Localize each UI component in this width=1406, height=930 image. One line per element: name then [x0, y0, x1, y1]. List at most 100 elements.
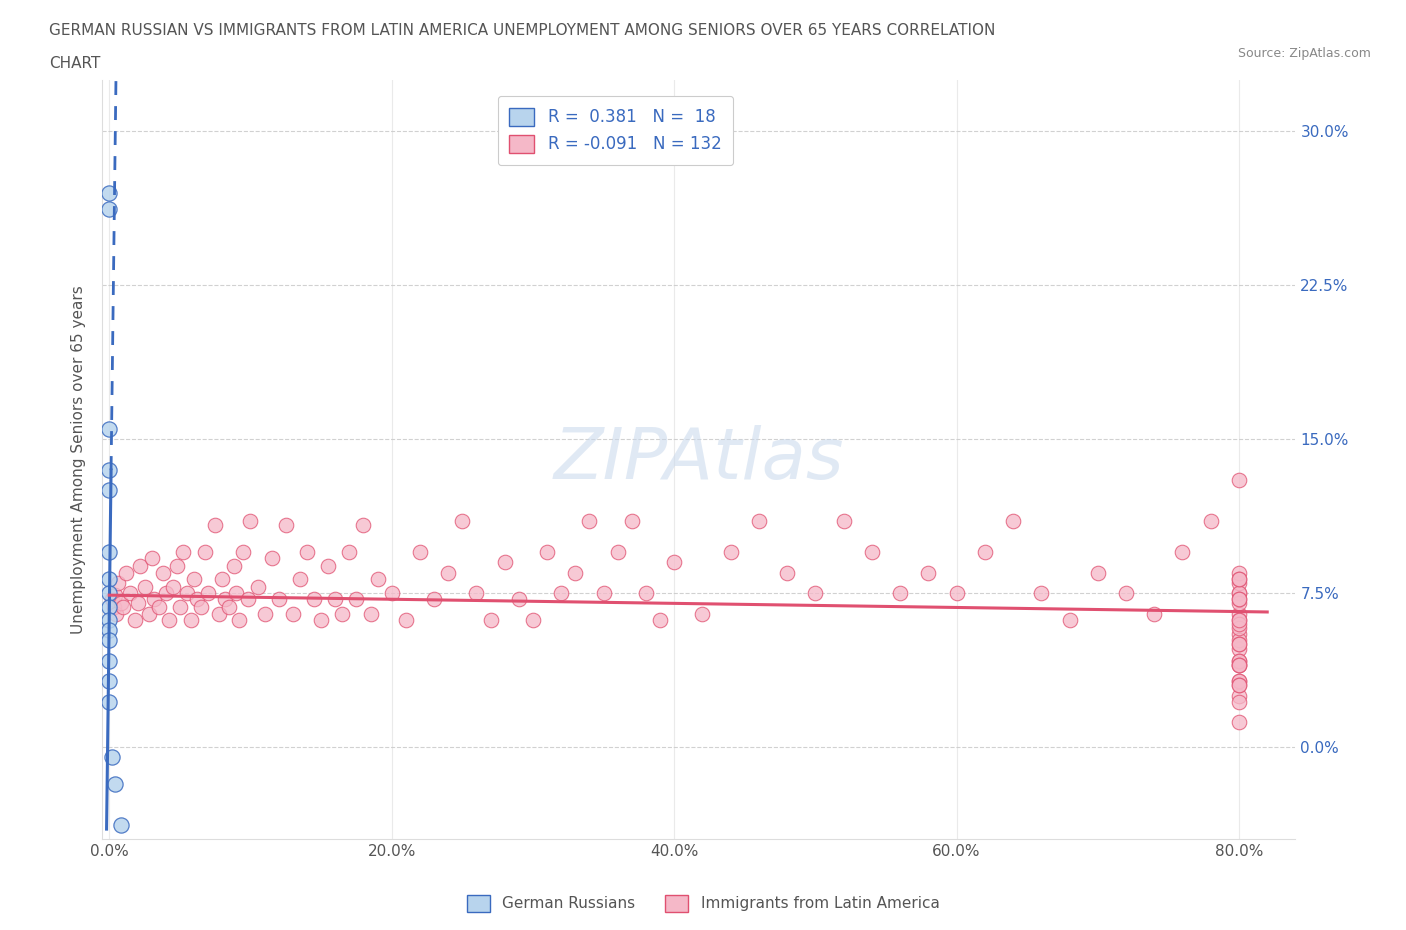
Point: [1227, 565, 1250, 580]
Point: [107, 576, 129, 591]
Point: [1227, 591, 1250, 606]
Point: [1059, 612, 1081, 627]
Point: [1227, 606, 1250, 621]
Point: [104, 777, 127, 791]
Point: [1143, 606, 1166, 621]
Text: GERMAN RUSSIAN VS IMMIGRANTS FROM LATIN AMERICA UNEMPLOYMENT AMONG SENIORS OVER : GERMAN RUSSIAN VS IMMIGRANTS FROM LATIN …: [49, 23, 995, 38]
Point: [917, 565, 939, 580]
Point: [564, 565, 586, 580]
Point: [101, 750, 124, 764]
Point: [1227, 637, 1250, 652]
Point: [98, 571, 121, 586]
Point: [1227, 654, 1250, 669]
Point: [1227, 571, 1250, 586]
Point: [274, 518, 297, 533]
Point: [1171, 545, 1194, 560]
Point: [1087, 565, 1109, 580]
Point: [1031, 586, 1053, 601]
Point: [381, 586, 404, 601]
Legend: R =  0.381   N =  18, R = -0.091   N = 132: R = 0.381 N = 18, R = -0.091 N = 132: [498, 96, 733, 165]
Point: [1227, 620, 1250, 635]
Point: [423, 591, 446, 606]
Point: [550, 586, 572, 601]
Point: [103, 600, 125, 615]
Point: [1227, 576, 1250, 591]
Point: [1227, 637, 1250, 652]
Point: [437, 565, 460, 580]
Point: [166, 559, 188, 574]
Point: [1227, 688, 1250, 703]
Point: [1227, 571, 1250, 586]
Point: [208, 606, 231, 621]
Point: [1227, 617, 1250, 631]
Point: [804, 586, 827, 601]
Point: [353, 518, 375, 533]
Point: [832, 514, 855, 529]
Point: [155, 586, 177, 601]
Point: [536, 545, 558, 560]
Y-axis label: Unemployment Among Seniors over 65 years: Unemployment Among Seniors over 65 years: [72, 286, 86, 634]
Point: [720, 545, 742, 560]
Point: [98, 695, 121, 710]
Point: [98, 545, 121, 560]
Point: [1227, 586, 1250, 601]
Point: [267, 591, 290, 606]
Point: [204, 518, 226, 533]
Point: [1227, 654, 1250, 669]
Text: ZIPAtlas: ZIPAtlas: [554, 425, 844, 494]
Point: [1227, 658, 1250, 672]
Point: [620, 514, 643, 529]
Point: [479, 612, 502, 627]
Point: [945, 586, 967, 601]
Point: [222, 559, 245, 574]
Point: [309, 612, 332, 627]
Point: [662, 555, 685, 570]
Point: [1227, 641, 1250, 656]
Point: [236, 591, 259, 606]
Point: [225, 586, 247, 601]
Point: [246, 579, 269, 594]
Point: [260, 551, 283, 565]
Point: [1227, 612, 1250, 627]
Point: [889, 586, 911, 601]
Point: [98, 421, 121, 436]
Point: [98, 654, 121, 669]
Point: [1227, 627, 1250, 642]
Point: [194, 545, 217, 560]
Point: [1227, 658, 1250, 672]
Point: [1002, 514, 1025, 529]
Legend: German Russians, Immigrants from Latin America: German Russians, Immigrants from Latin A…: [461, 889, 945, 918]
Point: [1227, 472, 1250, 487]
Point: [239, 514, 262, 529]
Point: [104, 588, 127, 603]
Point: [1227, 715, 1250, 730]
Point: [1227, 596, 1250, 611]
Point: [98, 202, 121, 217]
Point: [124, 612, 146, 627]
Point: [127, 596, 149, 611]
Point: [295, 545, 318, 560]
Point: [228, 612, 250, 627]
Point: [190, 600, 212, 615]
Point: [860, 545, 883, 560]
Point: [648, 612, 671, 627]
Point: [578, 514, 600, 529]
Point: [494, 555, 516, 570]
Point: [115, 565, 138, 580]
Point: [465, 586, 488, 601]
Point: [98, 185, 121, 200]
Text: Source: ZipAtlas.com: Source: ZipAtlas.com: [1237, 46, 1371, 60]
Point: [183, 571, 205, 586]
Point: [120, 586, 142, 601]
Point: [316, 559, 339, 574]
Point: [143, 591, 166, 606]
Point: [176, 586, 198, 601]
Point: [180, 612, 202, 627]
Point: [1227, 658, 1250, 672]
Point: [330, 606, 353, 621]
Point: [218, 600, 240, 615]
Point: [138, 606, 160, 621]
Point: [98, 483, 121, 498]
Point: [162, 579, 184, 594]
Point: [98, 632, 121, 647]
